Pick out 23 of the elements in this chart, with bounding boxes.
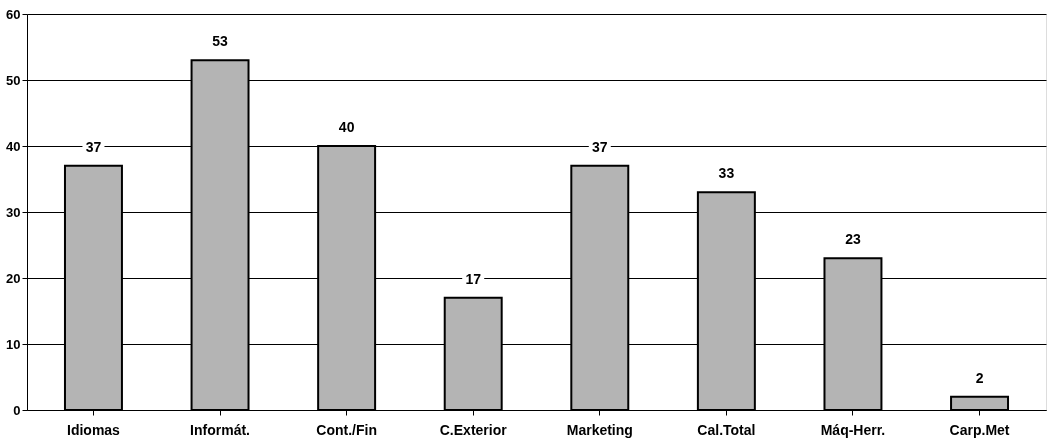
x-tick-label: Cal.Total (697, 421, 756, 438)
data-label: 53 (212, 33, 229, 50)
data-label: 23 (845, 231, 861, 248)
y-tick-label: 50 (6, 72, 21, 88)
data-label: 37 (592, 138, 608, 155)
data-label: 17 (465, 270, 482, 287)
x-tick-label: Cont./Fin (316, 421, 377, 438)
y-tick-label: 20 (6, 270, 21, 286)
x-tick-label: Informát. (190, 421, 250, 438)
data-label: 37 (85, 138, 102, 155)
x-tick-label: Marketing (566, 421, 633, 438)
x-tick-label: Máq-Herr. (820, 421, 886, 438)
data-label: 2 (975, 369, 984, 386)
data-label: 40 (338, 119, 355, 135)
y-tick-label: 10 (6, 336, 21, 352)
y-tick-label: 30 (6, 204, 21, 220)
x-tick-label: C.Exterior (439, 421, 508, 438)
y-tick-label: 40 (6, 138, 21, 154)
y-tick-label: 60 (6, 6, 21, 22)
y-tick-label: 0 (13, 402, 21, 418)
data-label: 33 (718, 165, 735, 182)
x-tick-label: Carp.Met (949, 421, 1010, 438)
x-tick-label: Idiomas (67, 421, 121, 438)
